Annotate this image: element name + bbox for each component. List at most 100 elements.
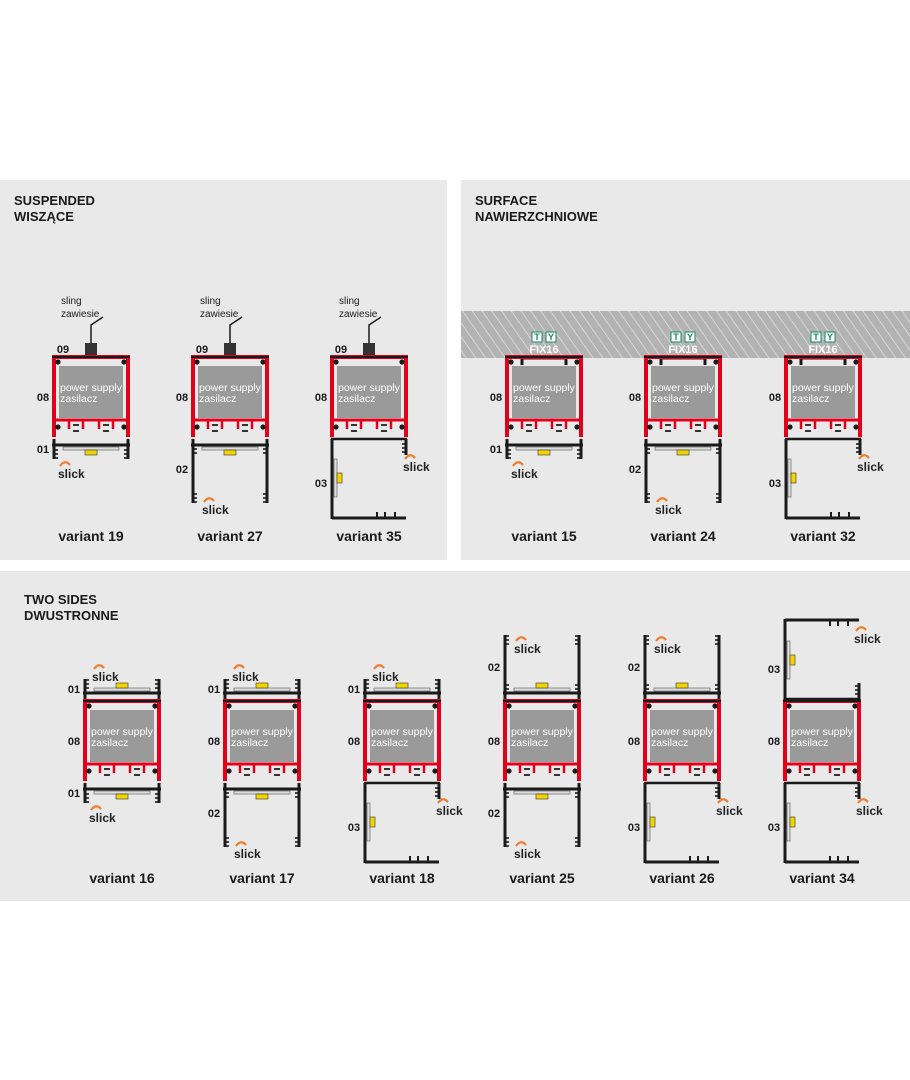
diffuser bbox=[333, 458, 338, 498]
fix16-badge bbox=[670, 331, 682, 343]
led-strip bbox=[676, 449, 690, 456]
slick-logo: slick bbox=[654, 636, 681, 656]
power-supply-block bbox=[370, 710, 434, 762]
led-strip bbox=[395, 682, 409, 689]
slick-logo: slick bbox=[202, 497, 229, 517]
power-supply-block bbox=[651, 366, 715, 418]
module-02 bbox=[644, 439, 722, 503]
module-02 bbox=[643, 635, 721, 699]
power-supply-label-pl: zasilacz bbox=[338, 393, 375, 405]
diffuser bbox=[233, 687, 291, 692]
sling-label-pl: zawiesie bbox=[61, 309, 100, 320]
variant-variant-25: power supplyzasilacz0802slick02slickvari… bbox=[488, 635, 581, 886]
module-label-01-top: 01 bbox=[68, 684, 80, 696]
sling-mount-block bbox=[85, 343, 97, 357]
module-label-08: 08 bbox=[37, 392, 49, 404]
led-strip bbox=[223, 449, 237, 456]
power-supply-label-pl: zasilacz bbox=[791, 737, 828, 749]
slick-swoosh-icon bbox=[858, 454, 870, 460]
power-supply-label-pl: zasilacz bbox=[511, 737, 548, 749]
slick-swoosh-icon bbox=[656, 497, 668, 503]
module-label-01: 01 bbox=[37, 444, 49, 456]
module-label-03: 03 bbox=[768, 822, 780, 834]
led-strip bbox=[115, 793, 129, 800]
slick-swoosh-icon bbox=[59, 461, 71, 467]
diffuser bbox=[62, 446, 120, 451]
slick-text: slick bbox=[372, 670, 399, 684]
slick-text: slick bbox=[716, 804, 743, 818]
slick-swoosh-icon bbox=[93, 664, 105, 670]
power-supply-label-pl: zasilacz bbox=[199, 393, 236, 405]
module-label-08: 08 bbox=[488, 736, 500, 748]
variant-label: variant 15 bbox=[511, 528, 577, 544]
variant-label: variant 16 bbox=[89, 870, 155, 886]
module-label-08: 08 bbox=[768, 736, 780, 748]
variant-label: variant 27 bbox=[197, 528, 263, 544]
led-strip bbox=[790, 472, 797, 484]
section-title-surface-en: SURFACE bbox=[475, 193, 537, 208]
variant-variant-18: power supplyzasilacz0803slick01slickvari… bbox=[348, 664, 463, 886]
module-label-08: 08 bbox=[629, 392, 641, 404]
module-02 bbox=[191, 439, 269, 503]
module-label-02: 02 bbox=[629, 464, 641, 476]
slick-swoosh-icon bbox=[404, 454, 416, 460]
module-label-09: 09 bbox=[57, 344, 69, 356]
variant-label: variant 24 bbox=[650, 528, 716, 544]
sling-wire bbox=[368, 316, 382, 343]
led-strip bbox=[789, 654, 796, 666]
variant-label: variant 34 bbox=[789, 870, 855, 886]
slick-logo: slick bbox=[232, 664, 259, 684]
diffuser bbox=[93, 790, 151, 795]
module-label-08: 08 bbox=[68, 736, 80, 748]
power-supply-label: power supply bbox=[511, 726, 574, 738]
fix16-badge-letter: T bbox=[813, 332, 819, 342]
section-title-two-sides-en: TWO SIDES bbox=[24, 592, 97, 607]
power-supply-block bbox=[512, 366, 576, 418]
led-strip bbox=[535, 682, 549, 689]
fix16-badge bbox=[684, 331, 696, 343]
sling-mount-block bbox=[363, 343, 375, 357]
fix16-badge bbox=[545, 331, 557, 343]
module-02 bbox=[503, 783, 581, 847]
power-supply-label-pl: zasilacz bbox=[513, 393, 550, 405]
fix16-label: FIX16 bbox=[529, 344, 558, 356]
slick-text: slick bbox=[511, 467, 538, 481]
variant-label: variant 25 bbox=[509, 870, 575, 886]
led-strip bbox=[336, 472, 343, 484]
power-supply-label: power supply bbox=[513, 382, 576, 394]
slick-text: slick bbox=[857, 460, 884, 474]
power-supply-label-pl: zasilacz bbox=[60, 393, 97, 405]
variant-variant-34: power supplyzasilacz0803slick03slickvari… bbox=[768, 618, 883, 886]
power-supply-block bbox=[59, 366, 123, 418]
slick-text: slick bbox=[403, 460, 430, 474]
power-supply-label: power supply bbox=[338, 382, 401, 394]
fix16-badge-letter: Y bbox=[827, 332, 833, 342]
slick-logo: slick bbox=[857, 454, 884, 474]
slick-logo: slick bbox=[403, 454, 430, 474]
slick-swoosh-icon bbox=[655, 636, 667, 642]
slick-logo: slick bbox=[58, 461, 85, 481]
module-label-08: 08 bbox=[348, 736, 360, 748]
slick-text: slick bbox=[89, 811, 116, 825]
module-02 bbox=[223, 783, 301, 847]
slick-logo: slick bbox=[511, 461, 538, 481]
module-03 bbox=[783, 781, 861, 864]
power-supply-label-pl: zasilacz bbox=[651, 737, 688, 749]
variant-variant-16: power supplyzasilacz0801slick01slickvari… bbox=[68, 664, 161, 886]
slick-text: slick bbox=[856, 804, 883, 818]
power-supply-label: power supply bbox=[651, 726, 714, 738]
diffuser bbox=[373, 687, 431, 692]
slick-swoosh-icon bbox=[515, 636, 527, 642]
fix16-label: FIX16 bbox=[808, 344, 837, 356]
slick-logo: slick bbox=[436, 798, 463, 818]
variant-label: variant 26 bbox=[649, 870, 715, 886]
sling-label: sling bbox=[339, 296, 360, 307]
